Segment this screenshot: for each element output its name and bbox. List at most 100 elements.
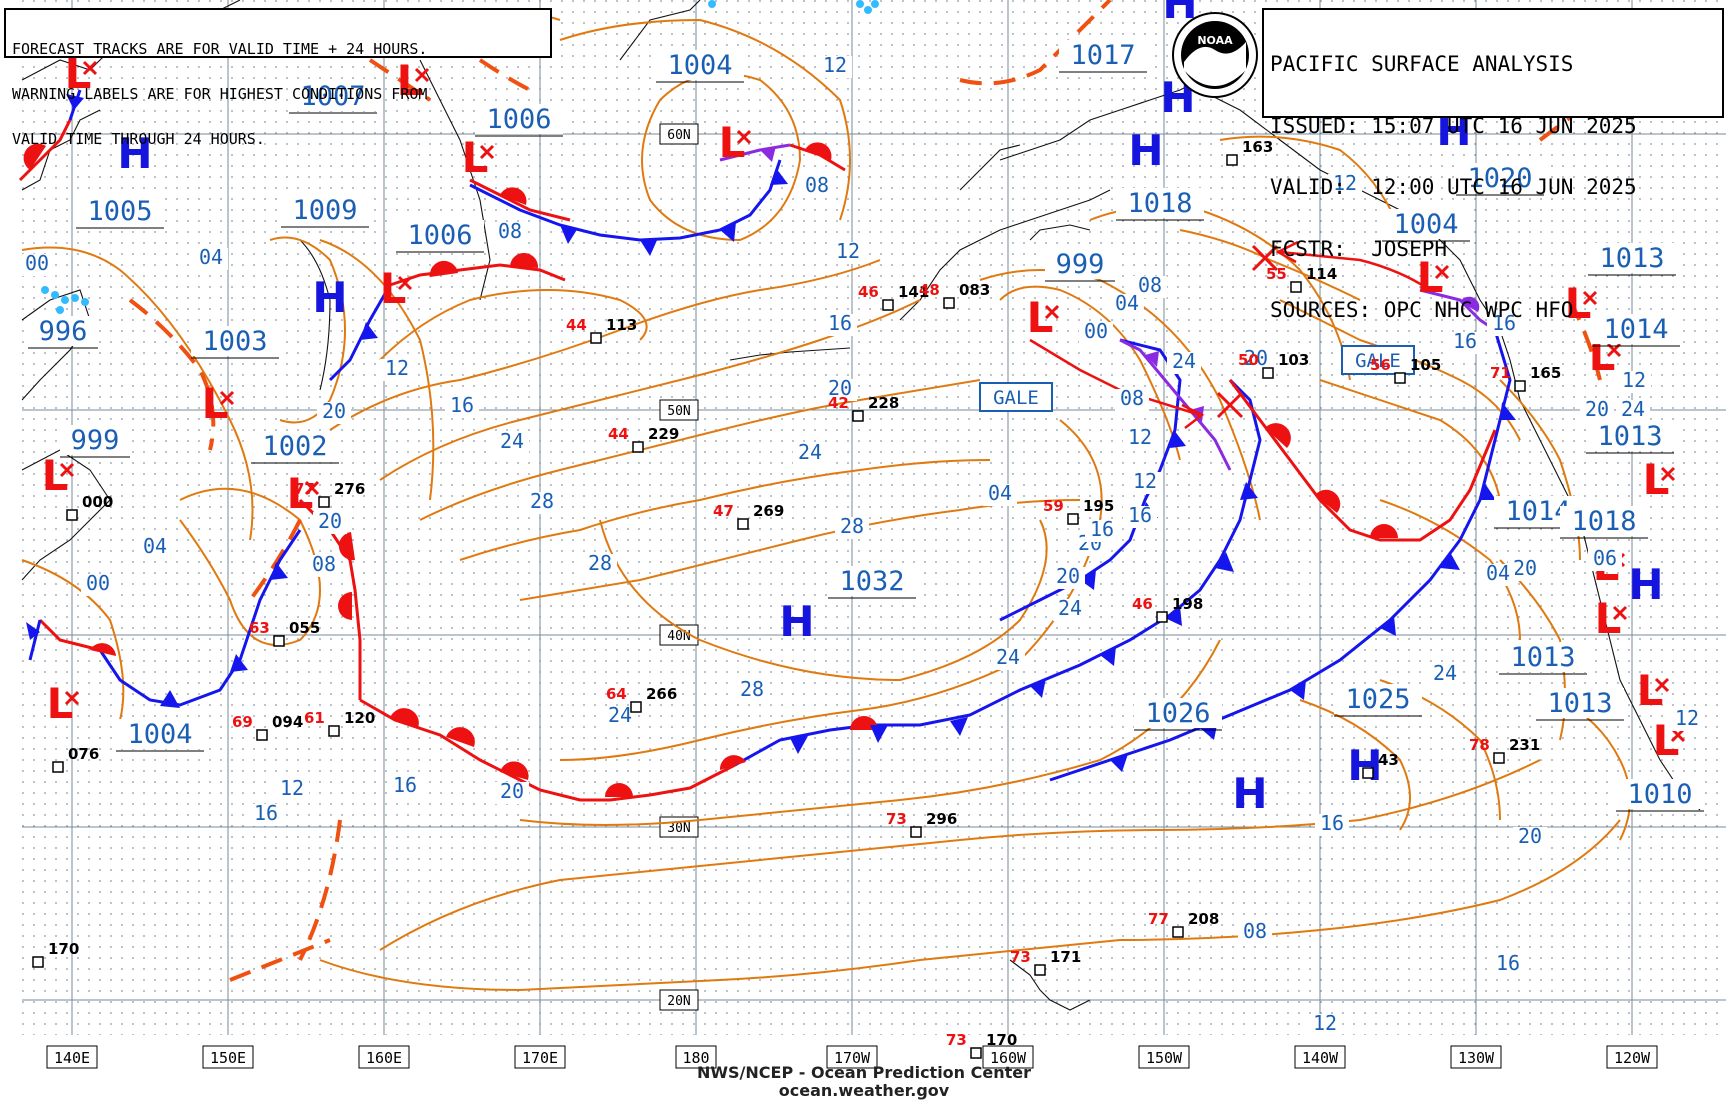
station-pressure: 266 bbox=[646, 685, 677, 703]
isobar-label-bg bbox=[1238, 922, 1272, 944]
station-marker bbox=[1394, 372, 1406, 384]
pressure-label-bg bbox=[1536, 688, 1624, 718]
isobar-label: 20 bbox=[500, 779, 524, 803]
isobar-label-bg bbox=[20, 254, 54, 276]
station-pressure: 228 bbox=[868, 394, 899, 412]
pressure-label: 1017 bbox=[1070, 40, 1135, 71]
low-letter: L bbox=[1637, 666, 1664, 715]
pressure-label: 1002 bbox=[262, 431, 327, 462]
pressure-label: 1013 bbox=[1547, 688, 1612, 719]
isobar-label-bg bbox=[525, 492, 559, 514]
isobar-label: 24 bbox=[1433, 661, 1457, 685]
low-center: L bbox=[462, 133, 495, 182]
low-center: L bbox=[1595, 594, 1628, 643]
latitude-label: 60N bbox=[667, 128, 690, 143]
pressure-label: 1007 bbox=[300, 81, 365, 112]
station-temperature: 71 bbox=[1490, 364, 1511, 382]
low-x-mark bbox=[64, 690, 80, 706]
station-marker bbox=[910, 826, 922, 838]
longitude-label-box bbox=[358, 1045, 410, 1069]
pressure-label-bg bbox=[396, 220, 484, 250]
isobar-label: 16 bbox=[1492, 311, 1516, 335]
isobar-label: 16 bbox=[1128, 503, 1152, 527]
station-pressure: 105 bbox=[1410, 356, 1441, 374]
isobar-label-bg bbox=[275, 779, 309, 801]
station-temperature: 56 bbox=[1370, 356, 1391, 374]
isobar-label: 08 bbox=[312, 552, 336, 576]
low-x-mark bbox=[304, 480, 320, 496]
isobar-label: 20 bbox=[1513, 556, 1537, 580]
isobar-label-bg bbox=[313, 512, 347, 534]
isobar-label: 16 bbox=[450, 393, 474, 417]
station-plot: 276 77 bbox=[294, 480, 365, 508]
noaa-logo: NOAA bbox=[1172, 12, 1258, 98]
station-temperature: 44 bbox=[608, 425, 629, 443]
longitude-label-box bbox=[1294, 1045, 1346, 1069]
pressure-label-bg bbox=[281, 195, 369, 225]
station-pressure: 269 bbox=[753, 502, 784, 520]
station-plot: 171 73 bbox=[1010, 948, 1081, 976]
isobar-label: 24 bbox=[608, 703, 632, 727]
isobar-label: 28 bbox=[530, 489, 554, 513]
station-marker bbox=[852, 410, 864, 422]
low-letter: L bbox=[1643, 455, 1670, 504]
isobar-label: 16 bbox=[1320, 811, 1344, 835]
gale-box bbox=[1341, 345, 1415, 375]
station-marker bbox=[1493, 752, 1505, 764]
forecast-position-x bbox=[1216, 391, 1244, 419]
isobar-label: 12 bbox=[823, 53, 847, 77]
station-plot: 103 50 bbox=[1238, 351, 1309, 379]
station-pressure: 296 bbox=[926, 810, 957, 828]
station-plot: 083 48 bbox=[919, 281, 990, 309]
longitude-label: 180 bbox=[682, 1049, 709, 1067]
low-center: L bbox=[42, 451, 75, 500]
low-letter: L bbox=[202, 379, 229, 428]
pressure-label: 1020 bbox=[1467, 163, 1532, 194]
station-plot: 170 73 bbox=[946, 1031, 1017, 1059]
isobar-label-bg bbox=[1588, 549, 1622, 571]
issued-time: ISSUED: 15:07 UTC 16 JUN 2025 bbox=[1270, 113, 1637, 138]
low-letter: L bbox=[42, 451, 69, 500]
longitude-label: 160W bbox=[990, 1049, 1027, 1067]
station-pressure: 195 bbox=[1083, 497, 1114, 515]
isobar-label: 20 bbox=[318, 509, 342, 533]
longitude-label-box bbox=[514, 1045, 566, 1069]
low-letter: L bbox=[1565, 279, 1592, 328]
low-letter: L bbox=[1417, 253, 1444, 302]
low-x-mark bbox=[1582, 290, 1598, 306]
isobar-label-bg bbox=[603, 706, 637, 728]
low-x-mark bbox=[59, 462, 75, 478]
isobar-label-bg bbox=[793, 443, 827, 465]
station-marker bbox=[737, 518, 749, 530]
low-x-mark bbox=[1654, 677, 1670, 693]
isobar-label-bg bbox=[1513, 827, 1547, 849]
isobar-label-bg bbox=[1128, 472, 1162, 494]
longitude-label-box bbox=[1450, 1045, 1502, 1069]
station-marker bbox=[1172, 926, 1184, 938]
isobar-label: 12 bbox=[1313, 1011, 1337, 1035]
station-pressure: 000 bbox=[82, 493, 113, 511]
forecast-position-x bbox=[1251, 244, 1279, 272]
station-pressure: 170 bbox=[986, 1031, 1017, 1049]
pressure-label: 1006 bbox=[407, 220, 472, 251]
longitude-label: 140E bbox=[54, 1049, 90, 1067]
low-x-mark bbox=[1434, 264, 1450, 280]
isobar-label-bg bbox=[194, 248, 228, 270]
isobar-label: 20 bbox=[1056, 564, 1080, 588]
latitude-label: 50N bbox=[667, 404, 690, 419]
isobar-label-bg bbox=[1239, 349, 1273, 371]
isobar-label-bg bbox=[1051, 567, 1085, 589]
isobar-label-bg bbox=[1053, 599, 1087, 621]
station-plot: 163 bbox=[1226, 138, 1273, 166]
low-x-mark bbox=[219, 390, 235, 406]
isobar-label-bg bbox=[735, 680, 769, 702]
pressure-label-bg bbox=[1592, 314, 1680, 344]
isobar-label: 12 bbox=[1622, 368, 1646, 392]
isobar-label-bg bbox=[493, 222, 527, 244]
isobar-label: 12 bbox=[1675, 706, 1699, 730]
station-plot: 296 73 bbox=[886, 810, 957, 838]
station-plot: 208 77 bbox=[1148, 910, 1219, 938]
station-pressure: 170 bbox=[48, 940, 79, 958]
isobar-label-bg bbox=[831, 242, 865, 264]
